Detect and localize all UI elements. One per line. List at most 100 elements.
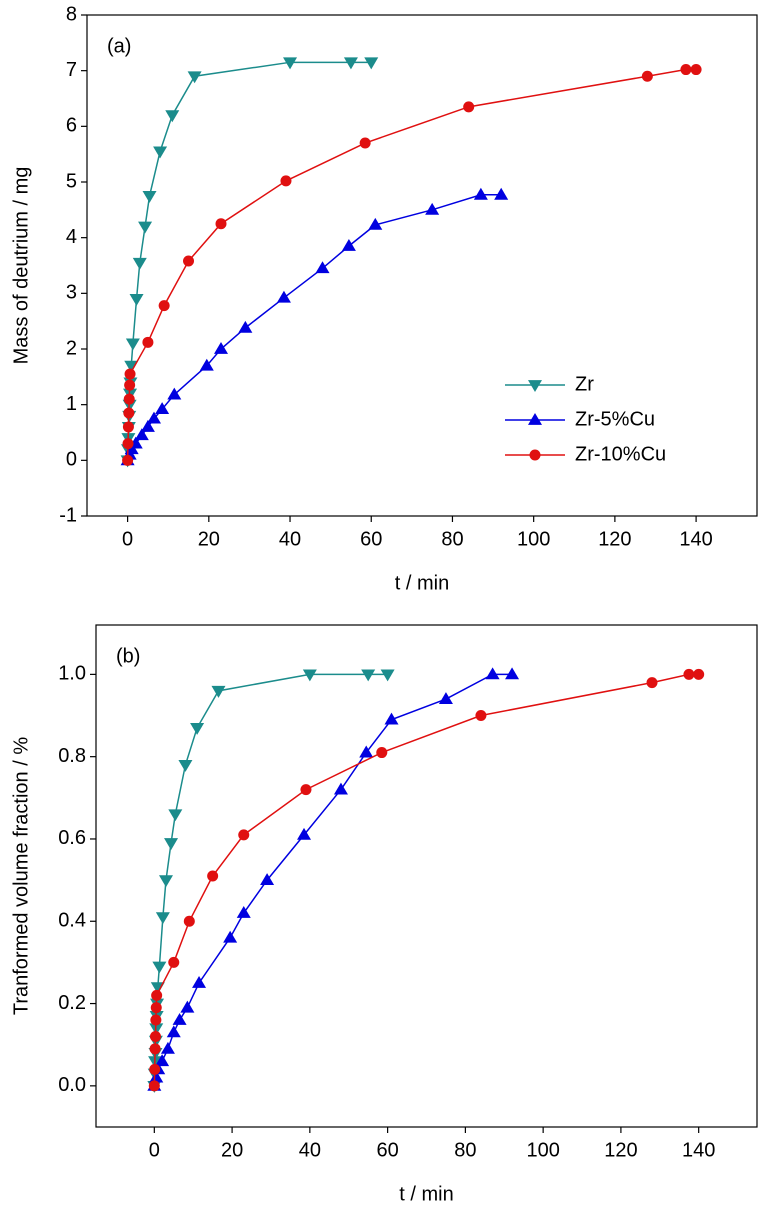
- marker: [238, 829, 250, 841]
- y-tick-label: 0.8: [58, 745, 86, 767]
- marker: [364, 57, 379, 70]
- panel-label: (b): [116, 645, 140, 667]
- y-tick-label: 0.0: [58, 1074, 86, 1096]
- marker: [359, 745, 374, 758]
- marker: [149, 1030, 161, 1042]
- marker: [384, 712, 399, 725]
- marker: [473, 187, 488, 200]
- marker: [300, 784, 312, 796]
- x-tick-label: 60: [376, 1139, 398, 1161]
- x-tick-label: 0: [149, 1139, 160, 1161]
- marker: [155, 402, 170, 415]
- marker: [690, 64, 702, 76]
- legend-label: Zr-10%Cu: [575, 443, 666, 465]
- x-tick-label: 20: [198, 528, 220, 550]
- y-tick-label: 5: [66, 170, 77, 192]
- marker: [122, 438, 134, 450]
- marker: [168, 956, 180, 968]
- marker: [280, 175, 292, 187]
- marker: [180, 1000, 195, 1013]
- x-tick-label: 40: [299, 1139, 321, 1161]
- marker: [165, 110, 180, 123]
- marker: [276, 290, 291, 303]
- y-tick-label: 0.6: [58, 827, 86, 849]
- x-tick-label: 40: [279, 528, 301, 550]
- marker: [333, 782, 348, 795]
- y-tick-label: -1: [59, 504, 77, 526]
- x-tick-label: 120: [598, 528, 631, 550]
- marker: [183, 255, 195, 267]
- panel-label: (a): [107, 35, 131, 57]
- marker: [283, 57, 298, 70]
- series-line: [126, 61, 372, 461]
- marker: [341, 239, 356, 251]
- marker: [680, 64, 692, 76]
- marker: [183, 915, 195, 927]
- x-tick-label: 80: [441, 528, 463, 550]
- marker: [192, 975, 207, 988]
- series-line: [153, 673, 699, 1086]
- marker: [167, 387, 182, 400]
- x-tick-label: 80: [454, 1139, 476, 1161]
- marker: [140, 419, 155, 432]
- marker: [238, 320, 253, 333]
- marker: [376, 747, 388, 759]
- series-line: [126, 194, 502, 461]
- marker: [122, 454, 134, 466]
- marker: [151, 989, 163, 1001]
- marker: [211, 685, 226, 698]
- marker: [380, 669, 395, 682]
- marker: [494, 187, 509, 200]
- marker: [463, 101, 475, 113]
- marker: [223, 930, 238, 943]
- legend-marker: [528, 413, 542, 425]
- series-line: [126, 68, 697, 461]
- y-tick-label: 7: [66, 59, 77, 81]
- marker: [297, 827, 312, 840]
- marker: [438, 692, 453, 704]
- x-axis-label: t / min: [399, 1183, 453, 1205]
- marker: [142, 191, 157, 203]
- y-tick-label: 3: [66, 282, 77, 304]
- marker: [207, 870, 219, 882]
- marker: [302, 669, 317, 682]
- x-tick-label: 140: [682, 1139, 715, 1161]
- marker: [158, 875, 173, 888]
- marker: [148, 1080, 160, 1092]
- y-tick-label: 0.4: [58, 910, 86, 932]
- marker: [138, 221, 153, 234]
- marker: [368, 217, 383, 230]
- y-tick-label: 1.0: [58, 663, 86, 685]
- marker: [236, 906, 251, 918]
- marker: [124, 360, 139, 373]
- y-tick-label: 0.2: [58, 992, 86, 1014]
- x-tick-label: 0: [122, 528, 133, 550]
- x-tick-label: 100: [517, 528, 550, 550]
- marker: [214, 342, 228, 354]
- marker: [641, 70, 653, 82]
- marker: [129, 294, 144, 306]
- x-tick-label: 140: [679, 528, 712, 550]
- marker: [168, 809, 183, 822]
- y-tick-label: 8: [66, 3, 77, 25]
- marker: [343, 57, 358, 70]
- marker: [190, 722, 205, 735]
- y-tick-label: 2: [66, 337, 77, 359]
- x-tick-label: 100: [526, 1139, 559, 1161]
- x-tick-label: 20: [221, 1139, 243, 1161]
- marker: [505, 667, 520, 680]
- marker: [155, 912, 170, 925]
- marker: [260, 873, 275, 886]
- x-tick-label: 60: [360, 528, 382, 550]
- plot-frame: [95, 624, 758, 1128]
- marker: [160, 1041, 175, 1054]
- marker: [150, 1014, 162, 1026]
- x-axis-label: t / min: [395, 572, 449, 594]
- marker: [125, 338, 140, 351]
- marker: [123, 393, 135, 405]
- marker: [166, 1025, 181, 1038]
- x-tick-label: 120: [604, 1139, 637, 1161]
- marker: [485, 667, 500, 680]
- legend-marker: [528, 380, 542, 392]
